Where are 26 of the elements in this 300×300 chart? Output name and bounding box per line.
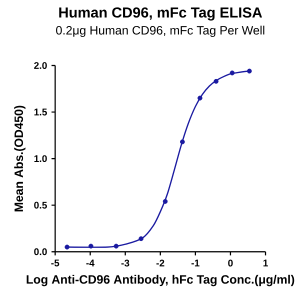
y-tick-label: 1.0	[34, 155, 47, 162]
chart-title: Human CD96, mFc Tag ELISA	[59, 7, 262, 21]
point	[214, 78, 219, 84]
point	[64, 244, 70, 250]
x-tick-label: -5	[51, 260, 60, 266]
point	[114, 244, 119, 249]
point	[88, 244, 94, 249]
y-tick-label: 0.5	[34, 202, 47, 209]
point	[230, 70, 235, 76]
chart-subtitle: 0.2μg Human CD96, mFc Tag Per Well	[56, 26, 264, 37]
x-tick-label: 1	[263, 260, 268, 266]
point	[180, 139, 185, 144]
x-tick-label: -2	[156, 260, 164, 266]
x-tick-label: -1	[191, 260, 200, 266]
x-tick-label: 0	[228, 260, 233, 267]
x-axis-title: Log Anti-CD96 Antibody, hFc Tag Conc.(μg/ml)	[26, 274, 294, 286]
y-tick-label: 0.0	[34, 248, 47, 256]
x-tick-label: -3	[121, 260, 130, 267]
point	[138, 236, 144, 242]
y-tick-label: 1.5	[34, 108, 47, 116]
point	[162, 199, 168, 204]
point	[246, 68, 252, 74]
x-tick-label: -4	[86, 260, 94, 266]
y-axis-title: Mean Abs.(OD450)	[14, 106, 26, 212]
y-tick-label: 2.0	[34, 62, 47, 69]
point	[198, 96, 202, 101]
